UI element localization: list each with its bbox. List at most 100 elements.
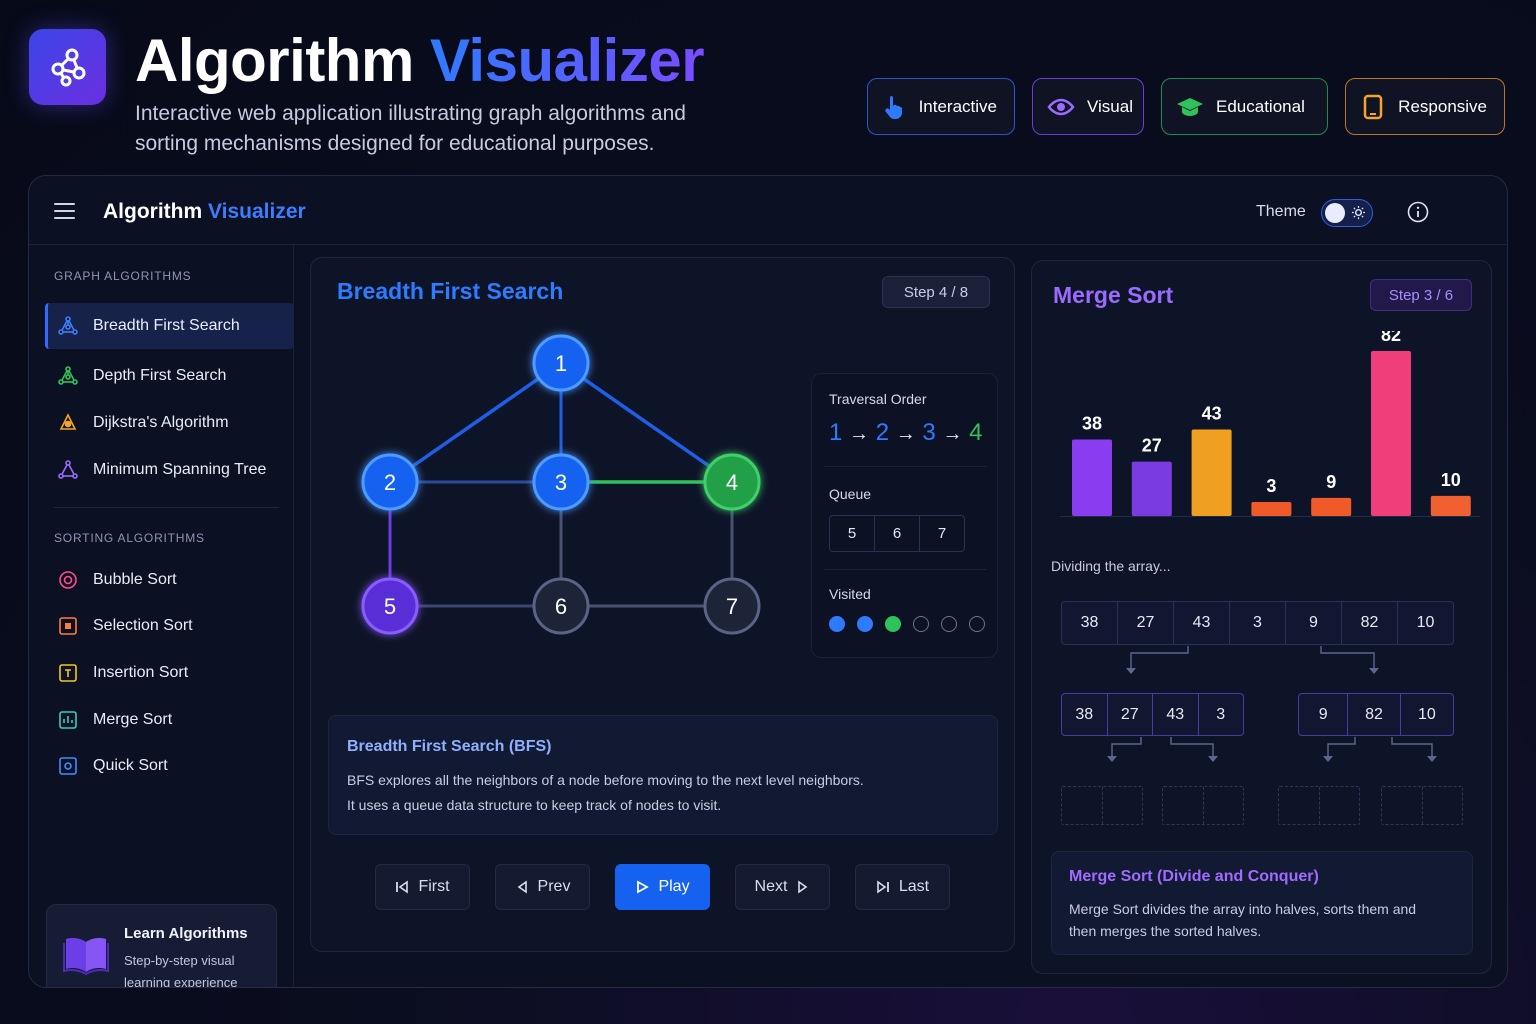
traversal-step: 1 xyxy=(829,419,843,446)
merge-sort-description: Merge Sort (Divide and Conquer) Merge So… xyxy=(1051,851,1473,955)
first-label: First xyxy=(418,878,450,895)
sidebar-item-merge-sort[interactable]: Merge Sort xyxy=(45,697,294,743)
sidebar-item-selection-sort[interactable]: Selection Sort xyxy=(45,603,294,649)
merge-sort-icon xyxy=(57,709,79,731)
bfs-graph-icon xyxy=(57,315,79,337)
array-cell: 10 xyxy=(1417,705,1436,723)
node-label: 1 xyxy=(555,351,567,376)
array-cell: 3 xyxy=(1216,705,1226,723)
queue-list: 5 6 7 xyxy=(829,515,965,552)
last-label: Last xyxy=(898,878,930,895)
bfs-description-line: It uses a queue data structure to keep t… xyxy=(347,797,722,813)
bar-value-label: 43 xyxy=(1202,403,1222,423)
graph-node-2[interactable]: 2 xyxy=(361,453,419,511)
feature-chips: Interactive Visual Educational Responsiv… xyxy=(867,78,1505,135)
bfs-step-badge: Step 4 / 8 xyxy=(882,276,990,308)
array-cell: 82 xyxy=(1348,694,1401,735)
merge-sort-status: Dividing the array... xyxy=(1051,558,1171,574)
bar-value-label: 9 xyxy=(1326,472,1336,492)
chip-interactive-label: Interactive xyxy=(918,96,997,116)
merge-sort-description-title: Merge Sort (Divide and Conquer) xyxy=(1069,868,1319,885)
chip-educational: Educational xyxy=(1161,78,1328,135)
array-cell: 3 xyxy=(1230,602,1286,644)
traversal-step: 2 xyxy=(875,419,890,446)
toggle-knob xyxy=(1325,203,1345,223)
bfs-title: Breadth First Search xyxy=(337,278,564,304)
sidebar-item-dfs[interactable]: Depth First Search xyxy=(45,353,294,399)
graph-node-6[interactable]: 6 xyxy=(532,577,590,635)
dijkstra-graph-icon xyxy=(57,412,79,434)
graph-node-4[interactable]: 4 xyxy=(703,453,761,511)
graph-node-5[interactable]: 5 xyxy=(361,577,419,635)
sidebar: GRAPH ALGORITHMS Breadth First Search De… xyxy=(29,245,294,987)
queue-item: 5 xyxy=(830,516,875,551)
traversal-order-label: Traversal Order xyxy=(829,391,927,407)
play-button[interactable]: Play xyxy=(615,864,710,910)
bfs-description-line: BFS explores all the neighbors of a node… xyxy=(347,772,864,788)
sidebar-item-label: Minimum Spanning Tree xyxy=(93,461,267,478)
merge-sort-step-badge: Step 3 / 6 xyxy=(1370,279,1472,311)
graph-node-3[interactable]: 3 xyxy=(532,453,590,511)
bar-value-label: 10 xyxy=(1441,470,1461,490)
theme-toggle[interactable] xyxy=(1321,199,1373,227)
last-button[interactable]: Last xyxy=(855,864,950,910)
arrow: → xyxy=(942,423,963,445)
bar-9 xyxy=(1311,497,1352,516)
sidebar-item-dijkstra[interactable]: Dijkstra's Algorithm xyxy=(45,400,294,446)
app-title: Algorithm Visualizer xyxy=(103,200,306,224)
bar-value-label: 3 xyxy=(1266,476,1276,496)
menu-icon[interactable] xyxy=(54,203,75,219)
graph-node-1[interactable]: 1 xyxy=(532,334,590,392)
book-icon xyxy=(63,938,109,975)
empty-subarray xyxy=(1061,786,1143,825)
divider xyxy=(824,466,987,467)
visited-dot-empty xyxy=(913,616,929,632)
visited-label: Visited xyxy=(829,586,871,602)
play-icon xyxy=(637,880,650,894)
graph-node-7[interactable]: 7 xyxy=(703,577,761,635)
chip-responsive: Responsive xyxy=(1345,78,1505,135)
learn-card-title: Learn Algorithms xyxy=(124,925,248,942)
prev-icon xyxy=(517,880,527,894)
traversal-step: 4 xyxy=(969,419,983,446)
sidebar-divider xyxy=(54,507,279,508)
sidebar-item-label: Bubble Sort xyxy=(93,571,177,588)
bfs-panel: Breadth First Search Step 4 / 8 1 2 3 4 … xyxy=(310,257,1015,952)
chip-visual-label: Visual xyxy=(1087,96,1133,116)
queue-item: 6 xyxy=(875,516,920,551)
next-button[interactable]: Next xyxy=(735,864,830,910)
next-label: Next xyxy=(754,878,788,895)
skip-first-icon xyxy=(396,880,409,894)
sidebar-item-bfs[interactable]: Breadth First Search xyxy=(45,303,294,349)
right-half-array: 9 82 10 xyxy=(1298,693,1454,736)
info-icon[interactable] xyxy=(1407,201,1429,223)
edge-1-4 xyxy=(560,361,733,484)
chip-visual: Visual xyxy=(1032,78,1144,135)
sidebar-item-quick-sort[interactable]: Quick Sort xyxy=(45,743,294,789)
chip-responsive-label: Responsive xyxy=(1398,96,1487,116)
node-label: 4 xyxy=(726,470,738,495)
traversal-step: 3 xyxy=(922,419,936,446)
hero-title: Algorithm Visualizer xyxy=(135,26,705,95)
bfs-description-text: BFS explores all the neighbors of a node… xyxy=(347,768,967,818)
sidebar-item-label: Dijkstra's Algorithm xyxy=(93,414,229,431)
left-half-array: 38 27 43 3 xyxy=(1061,693,1244,736)
merge-sort-description-text: Merge Sort divides the array into halves… xyxy=(1069,901,1417,939)
bar-3 xyxy=(1251,502,1292,516)
prev-button[interactable]: Prev xyxy=(495,864,590,910)
app-logo xyxy=(29,29,106,105)
array-cell: 9 xyxy=(1299,694,1349,735)
sidebar-item-mst[interactable]: Minimum Spanning Tree xyxy=(45,447,294,493)
sidebar-item-bubble-sort[interactable]: Bubble Sort xyxy=(45,557,294,603)
learn-algorithms-card[interactable]: Learn Algorithms Step-by-step visual lea… xyxy=(46,904,277,987)
array-cell: 27 xyxy=(1118,602,1174,644)
first-button[interactable]: First xyxy=(375,864,470,910)
queue-label: Queue xyxy=(829,486,872,502)
bar-value-label: 27 xyxy=(1142,436,1162,456)
merge-sort-bar-chart: 38 27 43 3 9 82 10 xyxy=(1060,331,1480,517)
selection-sort-icon xyxy=(57,615,79,637)
hand-pointer-icon xyxy=(882,93,907,121)
bar-43 xyxy=(1191,429,1232,516)
bar-value-label: 38 xyxy=(1082,414,1102,434)
sidebar-item-insertion-sort[interactable]: Insertion Sort xyxy=(45,650,294,696)
